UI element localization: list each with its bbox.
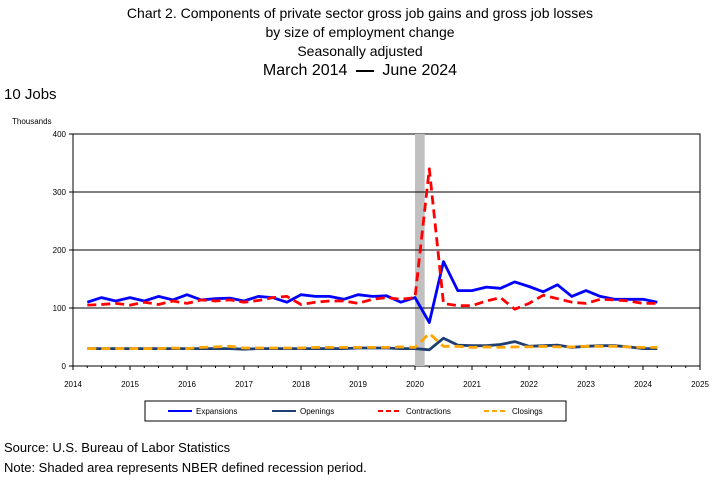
- x-tick-label: 2024: [634, 380, 652, 389]
- date-dash-icon: [355, 69, 374, 72]
- title-line-2: by size of employment change: [265, 24, 455, 40]
- legend-label-openings: Openings: [300, 407, 334, 416]
- x-tick-label: 2023: [577, 380, 595, 389]
- date-start: March 2014: [262, 62, 348, 79]
- series-line-expansions: [86, 260, 658, 324]
- x-tick-label: 2015: [121, 380, 139, 389]
- y-tick-label: 300: [53, 188, 67, 197]
- legend-label-closings: Closings: [512, 407, 543, 416]
- x-tick-label: 2014: [64, 380, 82, 389]
- y-tick-label: 400: [53, 130, 67, 139]
- legend-label-expansions: Expansions: [196, 407, 237, 416]
- date-end: June 2024: [382, 62, 458, 79]
- x-tick-label: 2017: [235, 380, 253, 389]
- y-tick-label: 0: [62, 362, 67, 371]
- source-note: Source: U.S. Bureau of Labor Statistics: [4, 440, 231, 455]
- date-range: March 2014 June 2024: [0, 61, 720, 80]
- legend-label-contractions: Contractions: [406, 407, 451, 416]
- x-tick-label: 2018: [292, 380, 310, 389]
- series-line-closings: [87, 332, 658, 351]
- x-tick-label: 2021: [463, 380, 481, 389]
- title-line-1: Chart 2. Components of private sector gr…: [126, 5, 594, 21]
- title-line-3: Seasonally adjusted: [297, 43, 423, 59]
- y-axis-unit-label: Thousands: [12, 117, 52, 126]
- subchart-label: 10 Jobs: [4, 86, 57, 103]
- x-tick-label: 2020: [406, 380, 424, 389]
- legend: [144, 400, 567, 422]
- chart-title: Chart 2. Components of private sector gr…: [0, 4, 720, 80]
- recession-note: Note: Shaded area represents NBER define…: [4, 460, 367, 475]
- x-tick-label: 2025: [691, 380, 709, 389]
- y-tick-label: 200: [53, 246, 67, 255]
- y-tick-label: 100: [53, 304, 67, 313]
- x-tick-label: 2019: [349, 380, 367, 389]
- x-tick-label: 2016: [178, 380, 196, 389]
- x-tick-label: 2022: [520, 380, 538, 389]
